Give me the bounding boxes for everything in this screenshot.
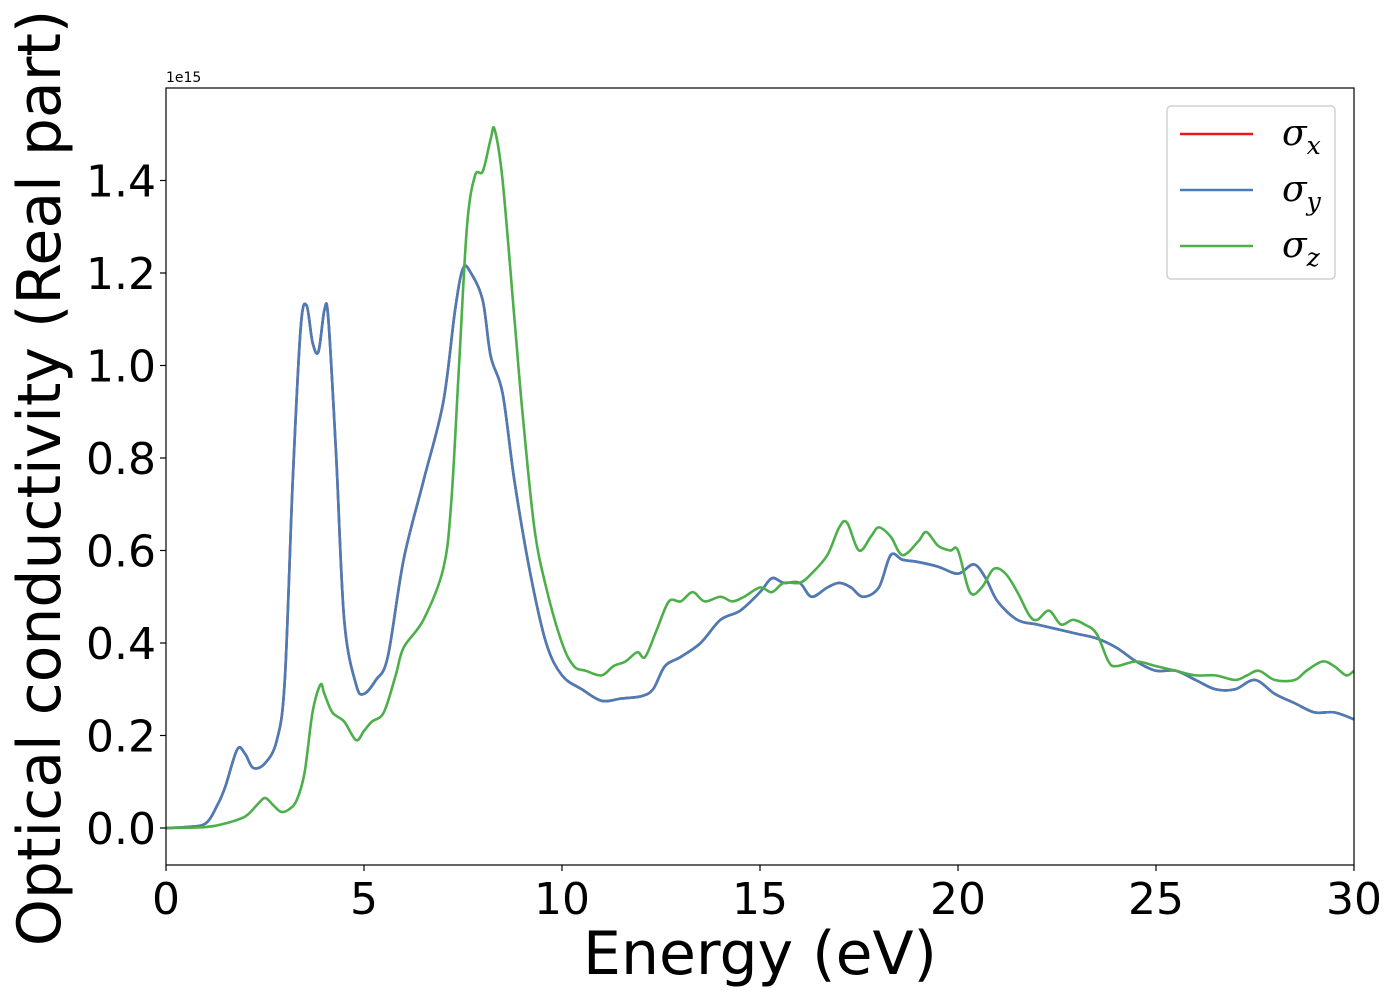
x-tick-label: 30: [1326, 874, 1382, 925]
x-tick-label: 25: [1128, 874, 1184, 925]
x-tick-label: 10: [534, 874, 590, 925]
y-tick-label: 0.4: [86, 619, 156, 670]
x-tick-label: 5: [350, 874, 378, 925]
y-tick-label: 0.2: [86, 712, 156, 763]
y-tick-label: 0.6: [86, 527, 156, 578]
x-tick-label: 20: [930, 874, 986, 925]
y-tick-label: 1.4: [86, 157, 156, 208]
legend-label-y: σy: [1282, 169, 1322, 216]
y-offset-label: 1e15: [166, 70, 201, 86]
x-axis-title: Energy (eV): [583, 919, 937, 989]
series-line-y: [165, 264, 1355, 830]
x-tick-label: 15: [732, 874, 788, 925]
series-layer: [165, 125, 1355, 830]
y-tick-label: 1.0: [86, 342, 156, 393]
y-tick-label: 0.8: [86, 434, 156, 485]
legend-label-x: σx: [1282, 113, 1321, 160]
y-axis-title: Optical conductivity (Real part): [5, 10, 75, 947]
axes-layer: 0 5 10 15 20 25 30 0.0 0.2 0.4 0.6 0.8 1.0 1.2 1.4: [86, 87, 1382, 925]
y-tick-label: 1.2: [86, 249, 156, 300]
legend-frame: [1166, 105, 1336, 280]
series-line-z: [165, 125, 1355, 830]
x-tick-label: 0: [152, 874, 180, 925]
y-tick-label: 0.0: [86, 804, 156, 855]
series-line-x: [165, 264, 1355, 830]
